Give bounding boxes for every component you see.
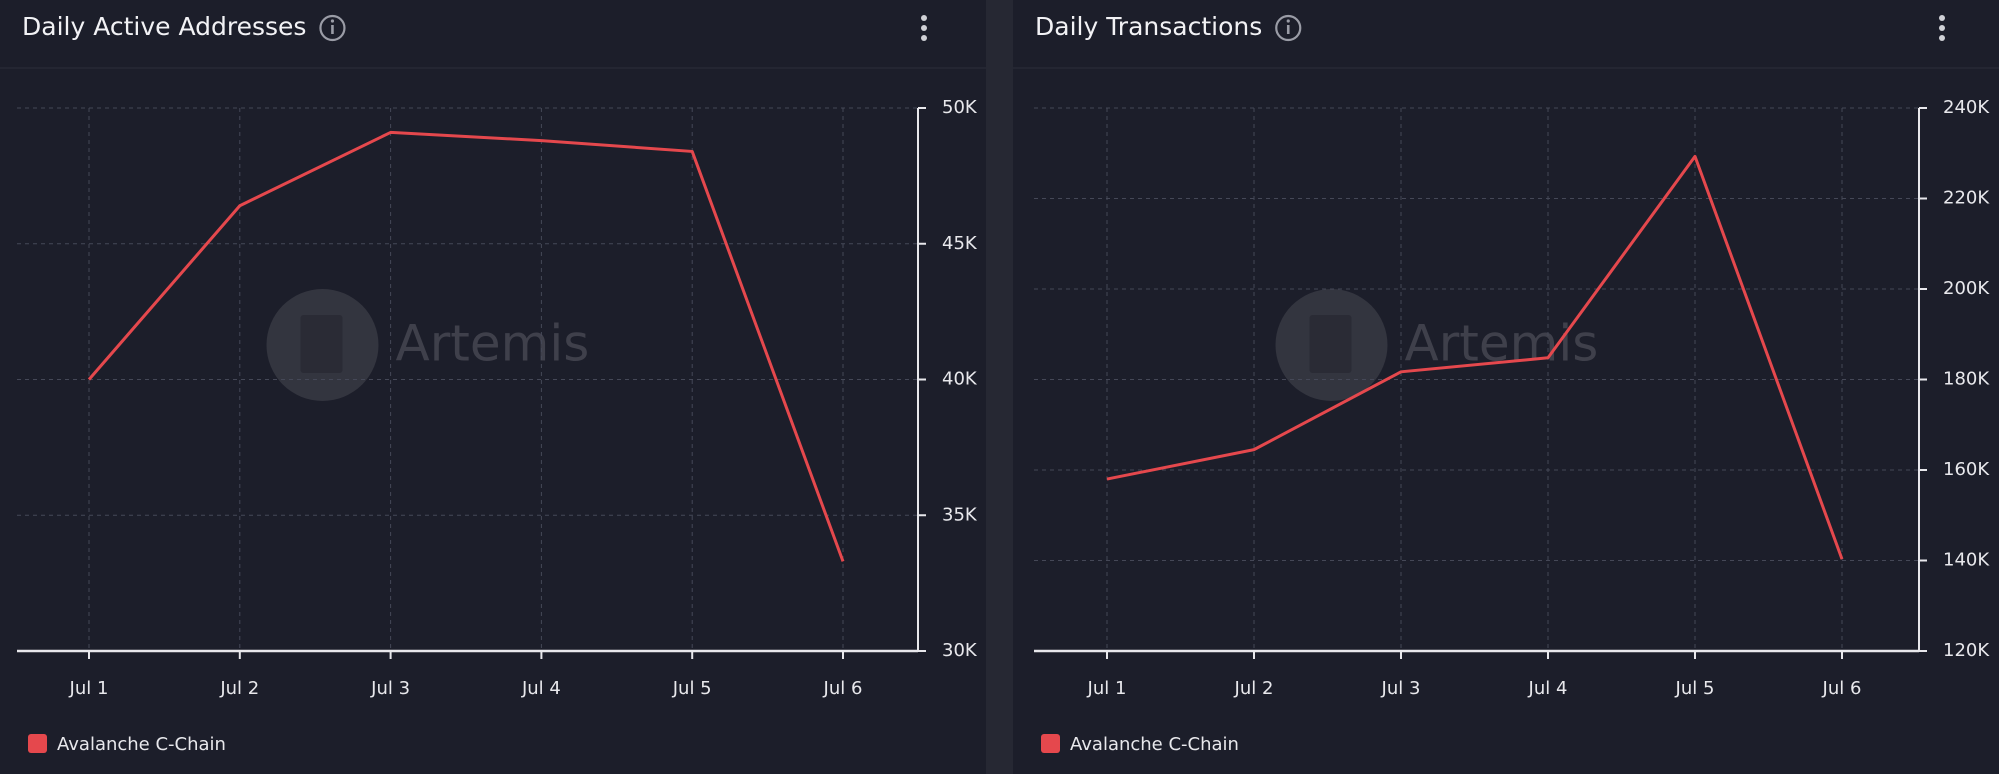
y-tick-label: 200K bbox=[1943, 278, 1990, 299]
y-tick-label: 35K bbox=[942, 504, 978, 525]
x-tick-label: Jul 5 bbox=[672, 678, 712, 699]
y-tick-label: 160K bbox=[1943, 459, 1990, 480]
chart-title: Daily Active Addresses bbox=[22, 12, 306, 41]
chart-panel: Daily Active Addresses Artemis 30K 35K 40K 45… bbox=[0, 0, 986, 774]
legend-label[interactable]: Avalanche C-Chain bbox=[1070, 734, 1239, 755]
watermark: Artemis bbox=[396, 315, 590, 373]
y-tick-label: 180K bbox=[1943, 369, 1990, 390]
menu-dot[interactable] bbox=[921, 15, 927, 21]
menu-dot[interactable] bbox=[1939, 35, 1945, 41]
y-tick-label: 50K bbox=[942, 97, 978, 118]
info-icon-stem bbox=[1286, 25, 1290, 34]
x-tick-label: Jul 1 bbox=[1087, 678, 1127, 699]
chart-panel: Daily Transactions Artemis 120K 140K 160K 180… bbox=[1013, 0, 1999, 774]
watermark: Artemis bbox=[1405, 315, 1599, 373]
info-icon-stem bbox=[331, 25, 334, 34]
y-tick-label: 220K bbox=[1943, 188, 1990, 209]
x-tick-label: Jul 4 bbox=[1528, 678, 1568, 699]
x-tick-label: Jul 6 bbox=[823, 678, 863, 699]
x-tick-label: Jul 2 bbox=[1234, 678, 1274, 699]
info-icon[interactable] bbox=[1275, 14, 1302, 42]
y-tick-label: 40K bbox=[942, 369, 978, 390]
legend-swatch bbox=[28, 734, 47, 753]
watermark-glyph bbox=[1309, 315, 1352, 373]
info-icon-dot bbox=[1286, 19, 1290, 23]
x-tick-label: Jul 3 bbox=[370, 678, 410, 699]
legend-swatch bbox=[1041, 734, 1060, 753]
legend-label[interactable]: Avalanche C-Chain bbox=[57, 734, 226, 755]
menu-dot[interactable] bbox=[921, 35, 927, 41]
y-tick-label: 30K bbox=[942, 640, 978, 661]
line-series bbox=[1106, 154, 1844, 560]
x-tick-label: Jul 1 bbox=[69, 678, 109, 699]
x-tick-label: Jul 5 bbox=[1675, 678, 1715, 699]
line-series bbox=[87, 130, 845, 562]
x-tick-label: Jul 2 bbox=[219, 678, 259, 699]
x-tick-label: Jul 6 bbox=[1822, 678, 1862, 699]
info-icon-dot bbox=[330, 19, 335, 23]
x-tick-label: Jul 3 bbox=[1381, 678, 1421, 699]
menu-dot[interactable] bbox=[921, 25, 927, 31]
x-tick-label: Jul 4 bbox=[521, 678, 561, 699]
y-tick-label: 240K bbox=[1943, 97, 1990, 118]
menu-dot[interactable] bbox=[1939, 25, 1945, 31]
menu-dot[interactable] bbox=[1939, 15, 1945, 21]
chart-title: Daily Transactions bbox=[1035, 12, 1262, 41]
y-tick-label: 140K bbox=[1943, 550, 1990, 571]
y-tick-label: 45K bbox=[942, 233, 978, 254]
watermark-glyph bbox=[300, 315, 343, 373]
info-icon[interactable] bbox=[319, 14, 346, 42]
y-tick-label: 120K bbox=[1943, 640, 1990, 661]
